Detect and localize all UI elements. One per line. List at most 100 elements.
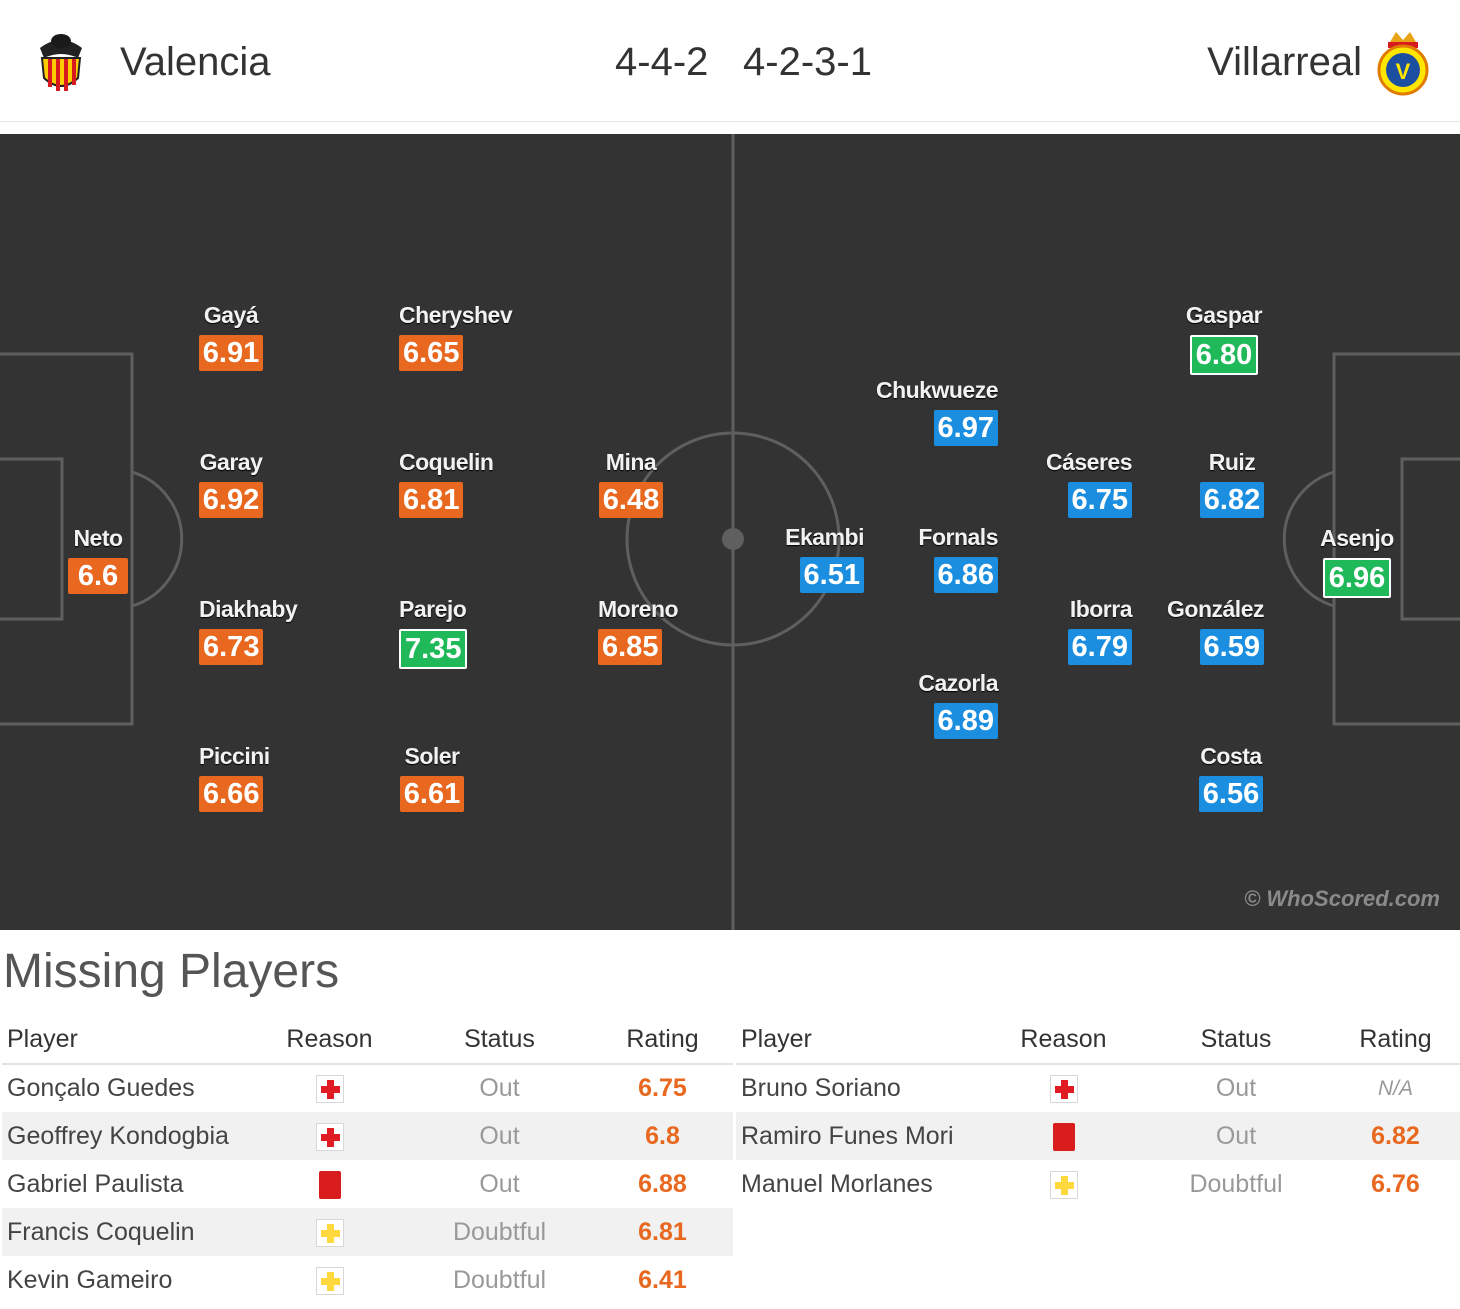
- missing-player-name[interactable]: Francis Coquelin: [2, 1208, 252, 1256]
- player-rating: 6.73: [199, 629, 264, 665]
- column-header-player[interactable]: Player: [2, 1016, 252, 1065]
- missing-player-name[interactable]: Gabriel Paulista: [7, 1169, 184, 1198]
- missing-rating: 6.76: [1371, 1169, 1420, 1198]
- missing-rating: 6.88: [638, 1169, 687, 1198]
- player-away-dm1[interactable]: Cáseres 6.75: [1030, 448, 1140, 518]
- player-rating: 6.82: [1199, 482, 1265, 518]
- column-header-player[interactable]: Player: [736, 1016, 986, 1065]
- player-name: Ruiz: [1208, 449, 1256, 475]
- table-row: Francis Coquelin Doubtful 6.81: [2, 1208, 733, 1256]
- player-rating: 6.79: [1067, 629, 1132, 665]
- player-home-rm[interactable]: Soler 6.61: [394, 742, 470, 812]
- table-row: Geoffrey Kondogbia Out 6.8: [2, 1112, 733, 1160]
- player-home-st1[interactable]: Mina 6.48: [598, 448, 664, 518]
- player-home-lm[interactable]: Cheryshev 6.65: [390, 301, 530, 371]
- missing-player-name[interactable]: Geoffrey Kondogbia: [2, 1112, 252, 1160]
- missing-status: Out: [1141, 1112, 1331, 1160]
- player-name: Gaspar: [1185, 302, 1263, 328]
- missing-player-name[interactable]: Gonçalo Guedes: [7, 1074, 195, 1102]
- player-home-lb[interactable]: Gayá 6.91: [190, 301, 272, 371]
- player-name: Mina: [605, 449, 657, 475]
- column-header-rating[interactable]: Rating: [1331, 1016, 1460, 1065]
- missing-status: Out: [479, 1169, 520, 1198]
- missing-status: Doubtful: [1189, 1169, 1283, 1198]
- player-name: Diakhaby: [199, 596, 298, 622]
- player-home-cm2[interactable]: Parejo 7.35: [390, 595, 480, 669]
- missing-player-name[interactable]: Manuel Morlanes: [741, 1169, 933, 1198]
- column-header-reason[interactable]: Reason: [986, 1016, 1141, 1065]
- player-name: Garay: [199, 449, 263, 475]
- doubtful-icon: [315, 1266, 344, 1295]
- player-away-cb1[interactable]: Ruiz 6.82: [1196, 448, 1268, 518]
- player-name: Gayá: [203, 302, 259, 328]
- player-away-rb[interactable]: Costa 6.56: [1186, 742, 1276, 812]
- injury-icon: [315, 1122, 344, 1151]
- missing-status: Out: [479, 1074, 520, 1102]
- table-row: Ramiro Funes Mori Out 6.82: [736, 1112, 1460, 1160]
- player-home-st2[interactable]: Moreno 6.85: [592, 595, 692, 665]
- player-name: Cheryshev: [399, 302, 513, 328]
- table-row: Gabriel Paulista Out 6.88: [2, 1160, 733, 1208]
- player-name: Parejo: [399, 596, 467, 622]
- missing-player-name[interactable]: Kevin Gameiro: [7, 1265, 173, 1294]
- missing-rating: 6.75: [638, 1074, 687, 1102]
- player-rating: 6.59: [1199, 629, 1264, 665]
- player-home-rb[interactable]: Piccini 6.66: [190, 742, 286, 812]
- player-away-am3[interactable]: Cazorla 6.89: [900, 669, 1006, 739]
- player-rating: 6.81: [399, 482, 464, 518]
- player-home-gk[interactable]: Neto 6.6: [62, 524, 134, 594]
- player-away-dm2[interactable]: Iborra 6.79: [1050, 595, 1140, 665]
- away-team-name[interactable]: Villarreal: [1207, 40, 1362, 84]
- player-name: Moreno: [598, 596, 679, 622]
- player-away-st[interactable]: Ekambi 6.51: [772, 523, 872, 593]
- missing-player-name[interactable]: Bruno Soriano: [741, 1074, 901, 1102]
- player-rating: 6.75: [1067, 482, 1132, 518]
- formation-pitch: Neto 6.6 Gayá 6.91 Garay 6.92 Diakhaby 6…: [0, 134, 1460, 930]
- player-rating: 6.61: [399, 776, 465, 812]
- player-away-am2[interactable]: Fornals 6.86: [900, 523, 1006, 593]
- missing-status: Out: [1215, 1074, 1257, 1102]
- player-away-lb[interactable]: Gaspar 6.80: [1172, 301, 1276, 375]
- player-name: Fornals: [918, 524, 998, 550]
- column-header-status[interactable]: Status: [1141, 1016, 1331, 1065]
- player-home-cb2[interactable]: Diakhaby 6.73: [186, 595, 316, 665]
- player-name: Soler: [404, 743, 460, 769]
- player-name: Iborra: [1069, 596, 1133, 622]
- doubtful-icon: [315, 1218, 344, 1247]
- table-row: Bruno Soriano Out N/A: [736, 1064, 1460, 1112]
- missing-status: Doubtful: [407, 1208, 592, 1256]
- player-away-cb2[interactable]: González 6.59: [1152, 595, 1272, 665]
- missing-player-name[interactable]: Ramiro Funes Mori: [736, 1112, 986, 1160]
- player-name: González: [1167, 596, 1264, 622]
- player-rating: 6.56: [1198, 776, 1264, 812]
- player-home-cm1[interactable]: Coquelin 6.81: [390, 448, 510, 518]
- injury-icon: [1049, 1075, 1078, 1104]
- player-away-gk[interactable]: Asenjo 6.96: [1310, 524, 1404, 598]
- player-name: Cazorla: [918, 670, 998, 696]
- home-team-name[interactable]: Valencia: [120, 40, 271, 84]
- player-name: Piccini: [199, 743, 270, 769]
- player-name: Ekambi: [785, 524, 864, 550]
- valencia-crest-icon[interactable]: [34, 28, 88, 96]
- player-rating: 6.51: [799, 557, 864, 593]
- home-formation: 4-4-2: [615, 40, 709, 84]
- missing-status: Out: [407, 1112, 592, 1160]
- missing-rating: 6.41: [638, 1265, 687, 1294]
- player-rating: 6.86: [933, 557, 998, 593]
- player-home-cb1[interactable]: Garay 6.92: [190, 448, 272, 518]
- player-rating: 6.48: [598, 482, 664, 518]
- red-card-icon: [1052, 1122, 1075, 1151]
- column-header-rating[interactable]: Rating: [592, 1016, 733, 1065]
- column-header-reason[interactable]: Reason: [252, 1016, 407, 1065]
- column-header-status[interactable]: Status: [407, 1016, 592, 1065]
- whoscored-watermark: © WhoScored.com: [1244, 886, 1440, 911]
- player-name: Chukwueze: [875, 377, 999, 403]
- player-rating: 6.65: [399, 335, 464, 371]
- player-name: Asenjo: [1320, 525, 1394, 551]
- missing-players-title: Missing Players: [3, 945, 340, 998]
- missing-rating: 6.82: [1331, 1112, 1460, 1160]
- villarreal-crest-icon[interactable]: V: [1376, 28, 1430, 96]
- player-rating: 6.6: [68, 558, 128, 594]
- table-header-row: Player Reason Status Rating: [2, 1016, 733, 1065]
- player-away-am1[interactable]: Chukwueze 6.97: [856, 376, 1006, 446]
